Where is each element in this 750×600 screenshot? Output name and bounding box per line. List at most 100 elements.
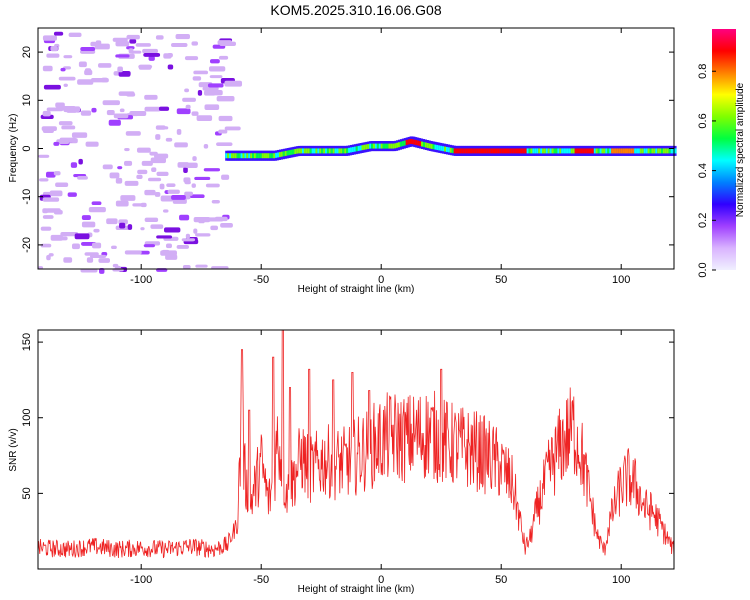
spectrogram-noise-cell <box>94 43 110 50</box>
spectrogram-noise-cell <box>175 34 190 40</box>
spectrogram-noise-cell <box>176 108 191 115</box>
spectrogram-noise-cell <box>136 174 143 179</box>
spectrogram-noise-cell <box>68 32 82 37</box>
spectrogram-noise-cell <box>184 88 190 93</box>
spectrogram-noise-cell <box>40 226 52 231</box>
spectrogram-noise-cell <box>154 153 169 159</box>
snr-series-line <box>37 329 675 559</box>
snr-x-tick-label: -50 <box>253 574 269 586</box>
snr-y-label: SNR (v/v) <box>8 428 19 471</box>
spectrogram-noise-cell <box>111 245 117 250</box>
spectrogram-noise-cell <box>144 189 156 196</box>
colorbar-tick-label: 0.0 <box>697 262 709 277</box>
spectrogram-noise-cell <box>118 91 135 96</box>
spectrogram-noise-cell <box>148 56 155 61</box>
spectrogram-noise-cell <box>90 77 109 83</box>
spectrogram-noise-cell <box>102 100 120 106</box>
spectrogram-noise-cell <box>162 209 169 213</box>
spectrogram-noise-cell <box>159 183 165 190</box>
spectrogram-noise-cell <box>141 160 153 166</box>
spectrogram-noise-cell <box>127 224 133 230</box>
spectrogram-noise-cell <box>184 56 199 61</box>
spectrogram-noise-cell <box>205 183 220 188</box>
spectrogram-noise-cell <box>91 242 102 249</box>
spectrogram-noise-cell <box>218 55 229 60</box>
spectrogram-noise-cell <box>50 46 58 52</box>
spectrogram-noise-cell <box>113 113 129 119</box>
spectrogram-noise-cell <box>147 177 162 182</box>
spectrogram-noise-cell <box>46 53 60 58</box>
spectrogram-noise-cell <box>185 104 191 110</box>
spectrogram-noise-cell <box>171 42 188 47</box>
spectrogram-noise-cell <box>39 178 49 182</box>
spectrogram-noise-cell <box>216 96 235 102</box>
spectrogram-noise-cell <box>42 215 54 219</box>
spectrogram-noise-cell <box>55 182 69 188</box>
spectrogram-noise-cell <box>138 64 152 70</box>
spectrogram-noise-cell <box>160 195 174 202</box>
spectrogram-noise-cell <box>182 264 191 269</box>
spectrogram-noise-cell <box>88 207 106 213</box>
spectrogram-noise-cell <box>77 176 88 180</box>
spectrogram-noise-cell <box>224 126 241 131</box>
spectrogram-noise-cell <box>191 183 196 188</box>
spectrogram-noise-cell <box>115 200 129 207</box>
spectrogram-noise-cell <box>60 232 79 237</box>
spectrogram-x-tick-label: 0 <box>378 274 384 286</box>
spectrogram-noise-cell <box>167 64 174 70</box>
spectrogram-noise-cell <box>167 53 173 58</box>
spectrogram-noise-cell <box>165 137 173 142</box>
spectrogram-noise-cell <box>143 52 161 57</box>
spectrogram-noise-cell <box>58 76 76 81</box>
colorbar: 0.0 0.2 0.4 0.6 0.8 Normalized spectral ampl… <box>697 29 746 278</box>
spectrogram-noise-cell <box>220 222 233 228</box>
spectrogram-noise-cell <box>124 147 130 152</box>
colorbar-gradient <box>712 29 736 270</box>
snr-x-tick-label: 100 <box>612 574 630 586</box>
colorbar-tick-label: 0.2 <box>697 213 709 228</box>
spectrogram-noise-cell <box>117 166 123 170</box>
spectrogram-noise-cell <box>98 63 112 68</box>
spectrogram-noise-cell <box>155 35 164 40</box>
spectrogram-noise-cell <box>129 39 137 44</box>
spectrogram-y-tick-label: 10 <box>21 94 33 106</box>
spectrogram-noise-cell <box>193 228 198 234</box>
spectrogram-noise-cell <box>125 131 141 136</box>
spectrogram-noise-cell <box>142 48 158 54</box>
spectrogram-noise-cell <box>203 168 221 172</box>
spectrogram-noise-cell <box>45 171 56 178</box>
spectrogram-noise-cell <box>217 40 232 45</box>
spectrogram-noise-cell <box>91 201 102 206</box>
spectrogram-noise-cell <box>209 75 223 79</box>
spectrogram-noise-cell <box>167 189 180 194</box>
spectrogram-noise-cell <box>179 214 190 221</box>
spectrogram-noise-cell <box>156 171 169 176</box>
spectrogram-noise-cell <box>50 234 63 241</box>
spectrogram-noise-cell <box>140 227 145 231</box>
spectrogram-noise-cell <box>49 190 63 197</box>
snr-x-tick-label: 0 <box>378 574 384 586</box>
spectrogram-noise-cell <box>124 250 142 255</box>
spectrogram-noise-cell <box>53 31 64 36</box>
spectrogram-noise-cell <box>41 126 57 131</box>
spectrogram-noise-cell <box>42 110 51 117</box>
spectrogram-noise-cell <box>209 66 226 72</box>
spectrogram-noise-cell <box>38 154 50 158</box>
spectrogram-y-ticks: -20 -10 0 10 20 <box>21 46 674 253</box>
spectrogram-noise-cell <box>117 66 123 73</box>
spectrogram-noise-cell <box>165 243 172 249</box>
spectrogram-noise-cell <box>46 107 64 112</box>
colorbar-tick-label: 0.8 <box>697 64 709 79</box>
spectrogram-noise-cell <box>193 70 209 75</box>
spectrogram-noise-cell <box>143 244 156 248</box>
spectrogram-noise-cell <box>197 90 203 96</box>
spectrogram-noise-cell <box>98 258 110 263</box>
spectrogram-noise-cell <box>202 86 219 91</box>
spectrogram-y-tick-label: 20 <box>21 46 33 58</box>
spectrogram-noise-cell <box>42 197 60 202</box>
spectrogram-noise-cell <box>137 169 148 175</box>
snr-panel: -100 -50 0 50 100 50 100 150 Height of straigh… <box>8 329 675 595</box>
spectrogram-noise-cell <box>120 195 136 201</box>
